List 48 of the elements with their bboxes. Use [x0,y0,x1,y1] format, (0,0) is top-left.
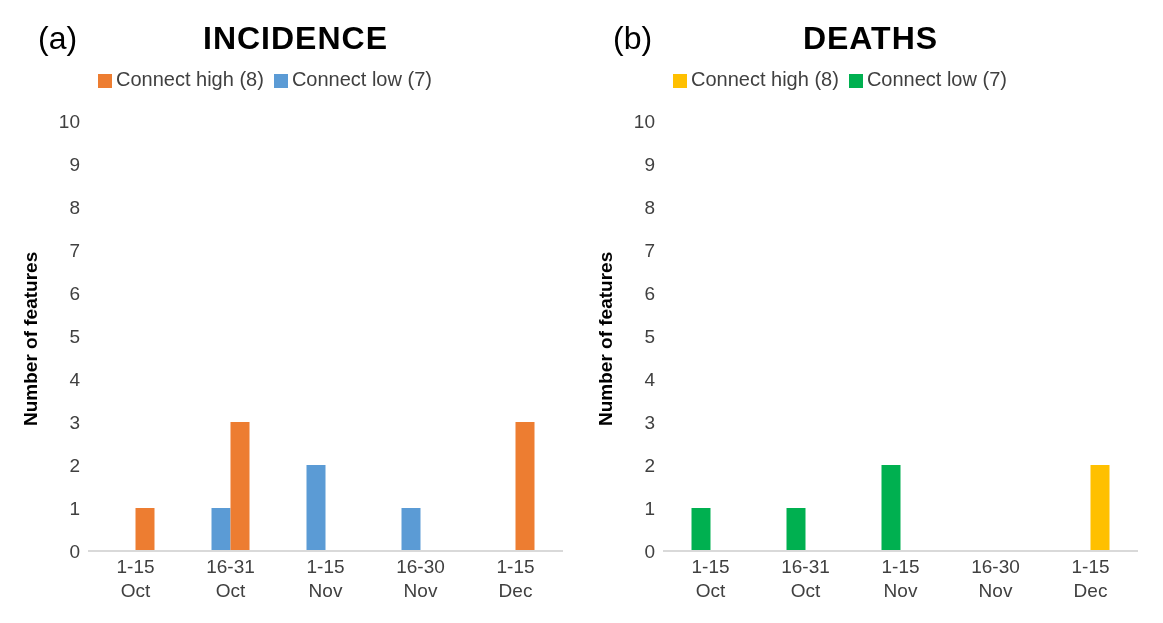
legend-label: Connect high (8) [116,68,264,90]
y-tick-label: 10 [58,110,80,132]
y-tick-label: 2 [69,454,80,476]
bar [306,465,326,551]
x-tick-label: 1-15 Oct [691,556,730,601]
y-tick-label: 3 [644,411,655,433]
y-tick-label: 3 [69,411,80,433]
y-tick-label: 5 [644,325,655,347]
y-tick-label: 0 [69,540,80,562]
x-tick-label: 1-15 Dec [1071,556,1110,601]
y-tick-label: 4 [644,368,656,390]
y-tick-label: 1 [69,497,80,519]
y-tick-label: 8 [69,196,80,218]
chart-title: INCIDENCE [202,20,388,56]
y-tick-label: 7 [644,239,655,261]
x-tick-label: 16-31 Oct [206,556,255,601]
y-tick-label: 8 [644,196,655,218]
bar [230,422,250,551]
legend-label: Connect low (7) [866,68,1007,90]
y-axis-title: Number of features [19,251,41,426]
bar [515,422,535,551]
y-tick-label: 10 [633,110,655,132]
x-tick-label: 1-15 Nov [306,556,345,601]
text: (b) [613,20,653,56]
legend-label: Connect high (8) [691,68,839,90]
x-tick-label: 16-31 Oct [781,556,830,601]
y-tick-label: 9 [69,153,80,175]
y-tick-label: 1 [644,497,655,519]
x-tick-label: 16-30 Nov [971,556,1020,601]
y-tick-label: 6 [69,282,80,304]
bar [135,508,155,551]
y-tick-label: 2 [644,454,655,476]
bar [401,508,421,551]
y-axis-title: Number of features [594,251,616,426]
x-tick-label: 1-15 Oct [116,556,155,601]
text: (a) [38,20,78,56]
y-tick-label: 5 [69,325,80,347]
x-tick-label: 16-30 Nov [396,556,445,601]
legend-label: Connect low (7) [291,68,432,90]
y-tick-label: 4 [69,368,81,390]
x-tick-label: 1-15 Nov [881,556,920,601]
y-tick-label: 9 [644,153,655,175]
y-tick-label: 7 [69,239,80,261]
chart-title: DEATHS [802,20,939,56]
y-tick-label: 6 [644,282,655,304]
bar [211,508,231,551]
x-tick-label: 1-15 Dec [496,556,535,601]
y-tick-label: 0 [644,540,655,562]
